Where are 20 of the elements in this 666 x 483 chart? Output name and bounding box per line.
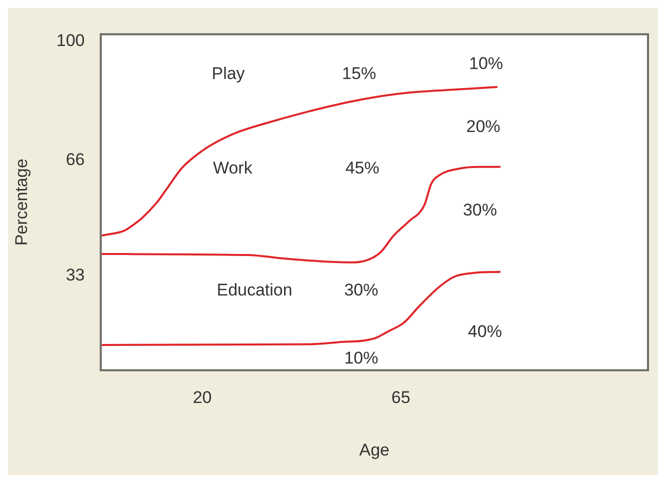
annotation: 30% [344,280,378,300]
y-tick-label: 100 [56,30,85,50]
y-axis-title: Percentage [12,158,31,246]
annotation: Work [212,158,253,178]
annotation: 10% [344,348,378,368]
x-tick-label: 65 [391,388,410,408]
annotation: 45% [345,158,380,178]
annotation: Education [216,280,292,300]
annotation: 40% [468,322,502,341]
annotation: 15% [342,64,376,83]
x-tick-label: 20 [192,388,212,408]
annotation: 10% [469,54,504,74]
annotation: 30% [462,200,498,220]
annotation: 20% [466,116,500,136]
annotation: Play [212,64,246,83]
x-axis-title: Age [359,440,390,460]
y-tick-label: 33 [66,265,85,284]
line-series [102,270,501,346]
line-series [102,86,498,236]
y-tick-label: 66 [66,150,85,169]
